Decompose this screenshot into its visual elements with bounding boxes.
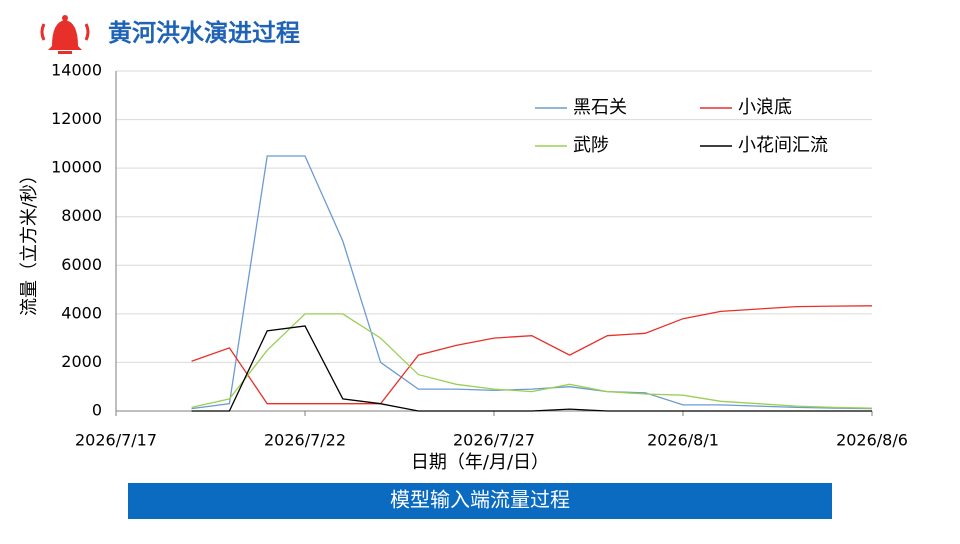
x-axis-label: 日期（年/月/日） xyxy=(411,452,549,473)
y-tick-label: 12000 xyxy=(51,109,102,128)
legend-label: 武陟 xyxy=(573,135,609,156)
page-title: 黄河洪水演进过程 xyxy=(108,19,300,47)
y-tick-label: 10000 xyxy=(51,158,102,177)
x-tick-label: 2026/8/1 xyxy=(647,431,719,450)
y-tick-label: 2000 xyxy=(61,352,102,371)
x-tick-label: 2026/7/27 xyxy=(453,431,535,450)
legend-label: 小浪底 xyxy=(738,97,792,118)
y-tick-label: 0 xyxy=(92,401,102,420)
series-line xyxy=(191,313,873,409)
y-tick-label: 14000 xyxy=(51,61,102,80)
series-line xyxy=(191,305,873,405)
bell-icon xyxy=(40,15,90,54)
x-tick-label: 2026/7/17 xyxy=(75,431,157,450)
y-axis-label: 流量（立方米/秒） xyxy=(19,166,40,316)
y-tick-label: 6000 xyxy=(61,255,102,274)
legend-label: 黑石关 xyxy=(573,97,627,118)
x-tick-label: 2026/7/22 xyxy=(264,431,346,450)
y-tick-label: 8000 xyxy=(61,206,102,225)
series-line xyxy=(191,325,872,412)
y-tick-label: 4000 xyxy=(61,303,102,322)
series-line xyxy=(191,155,873,410)
caption: 模型输入端流量过程 xyxy=(390,488,570,512)
caption-bar xyxy=(128,483,832,519)
x-tick-label: 2026/8/6 xyxy=(836,431,908,450)
legend-label: 小花间汇流 xyxy=(738,135,828,156)
